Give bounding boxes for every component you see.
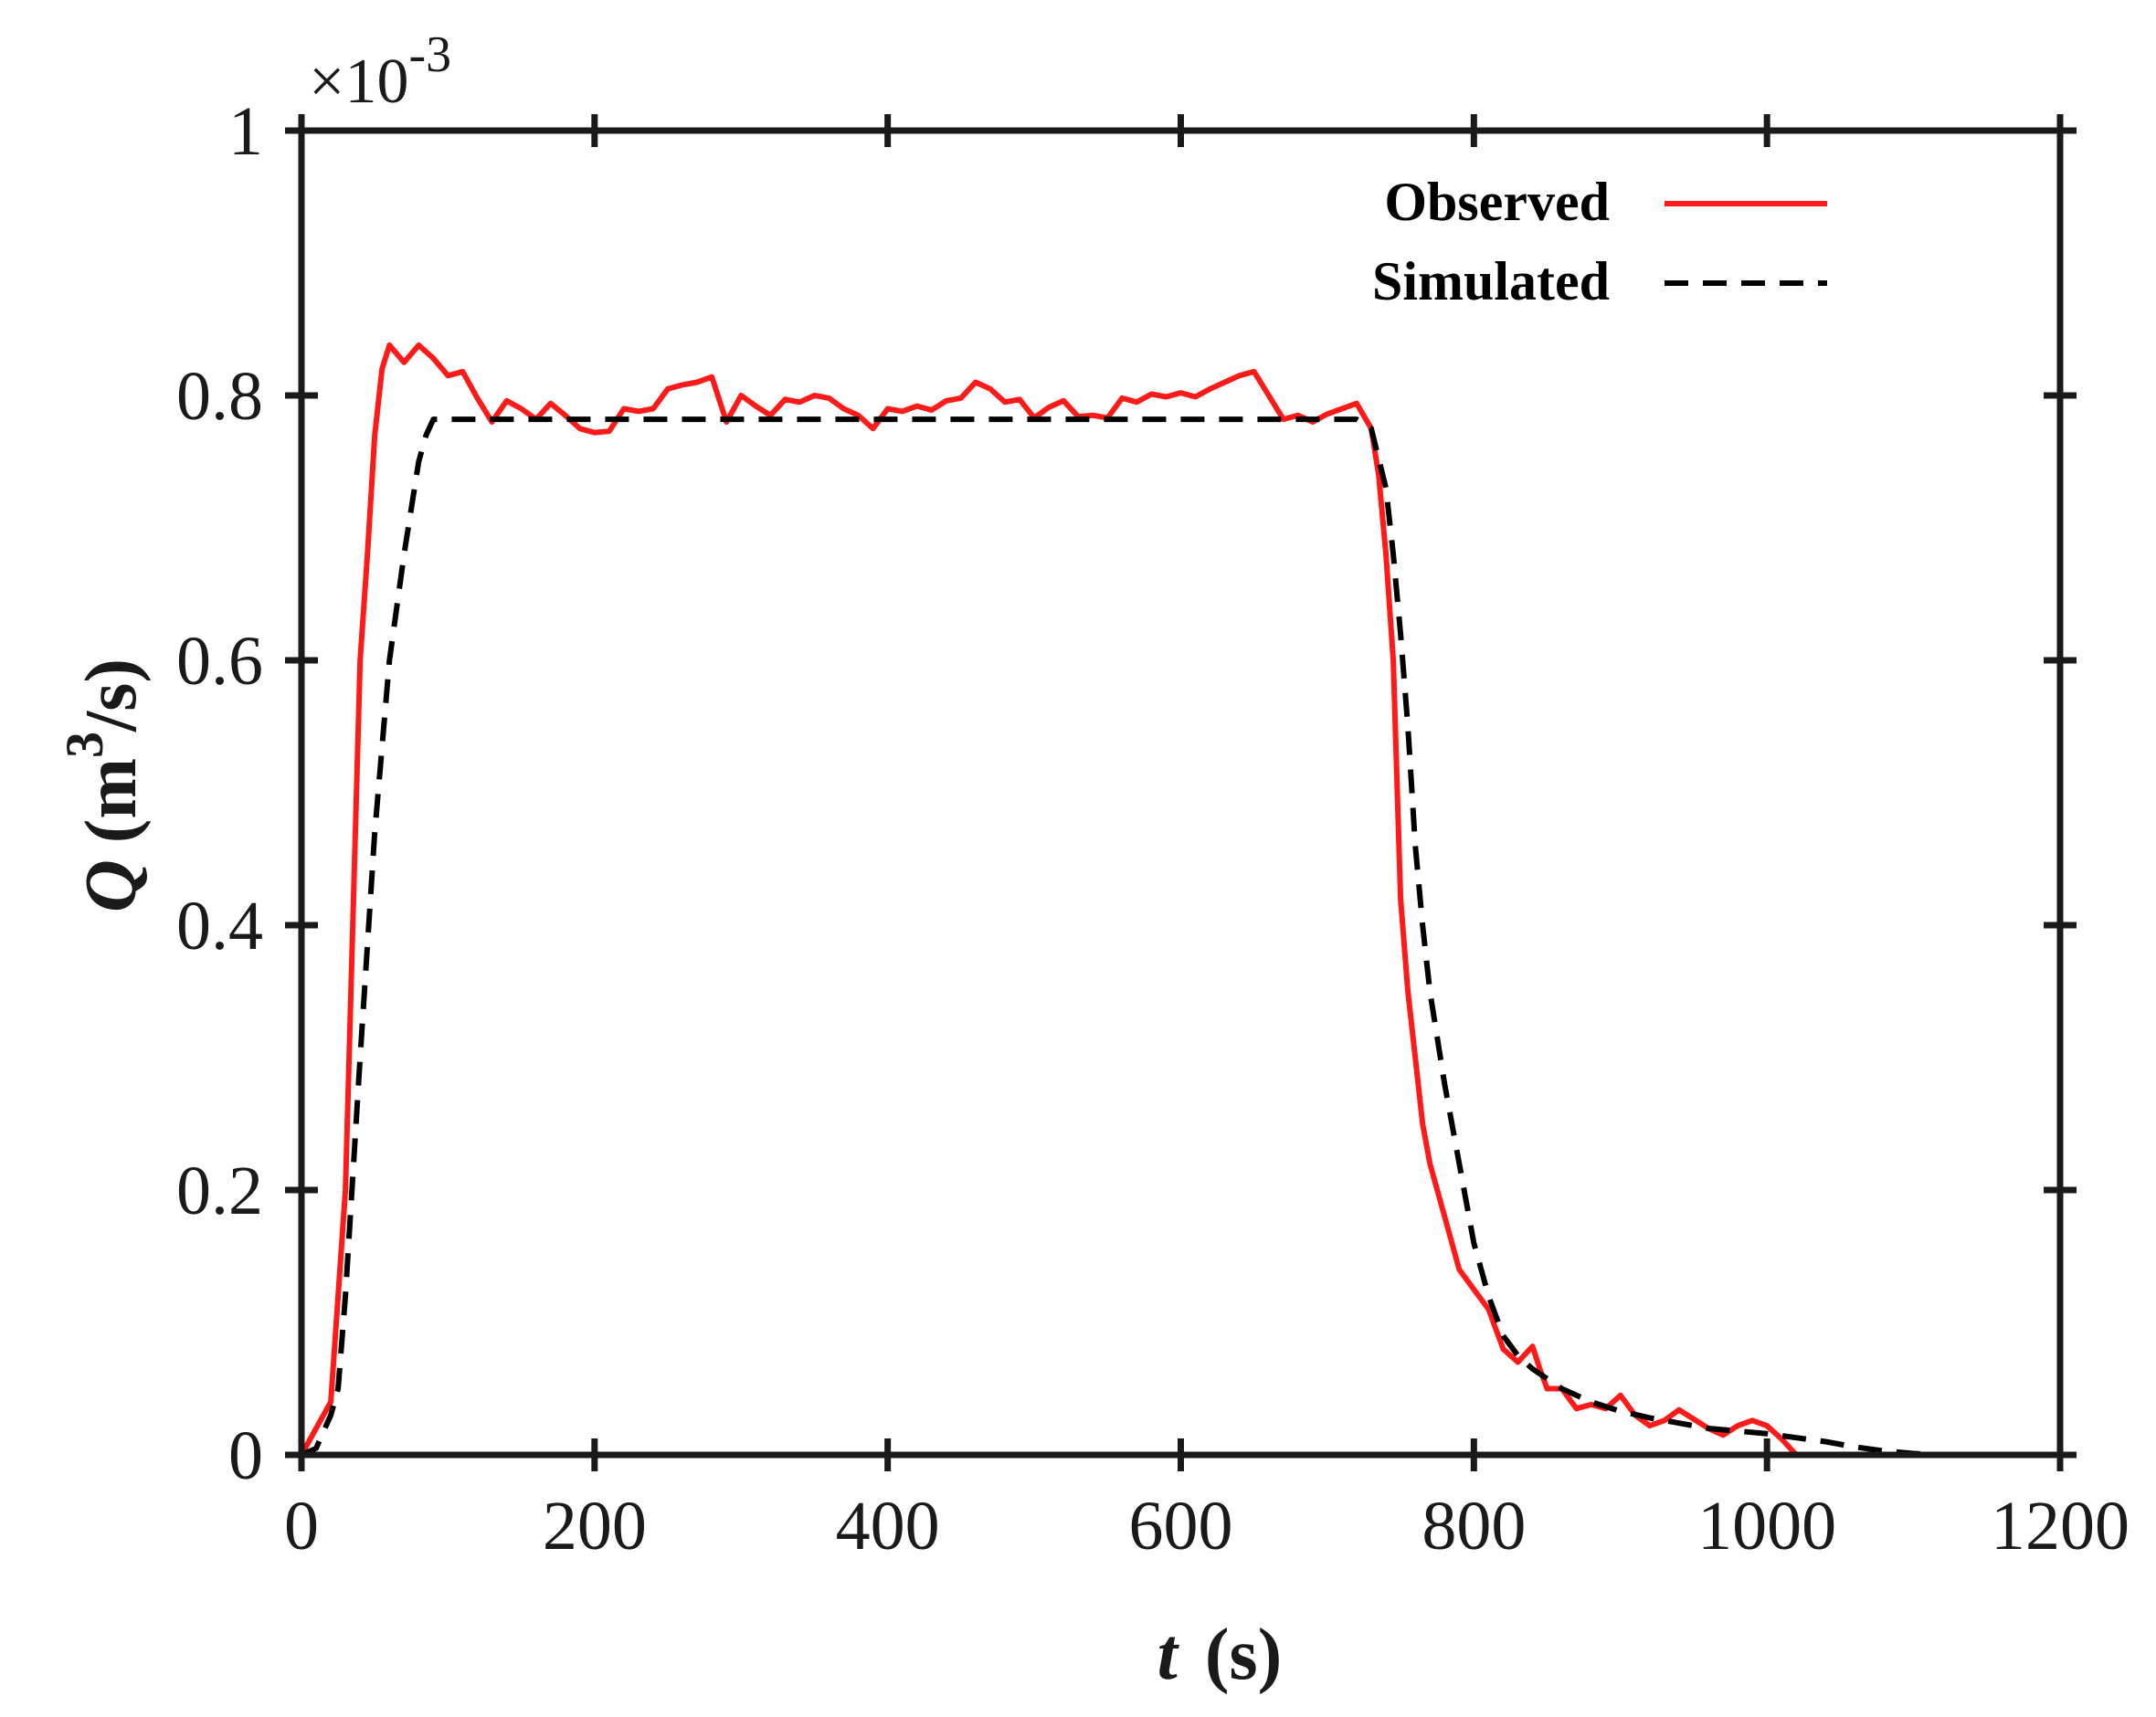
- x-tick-label: 1000: [1697, 1488, 1836, 1564]
- x-tick-label: 800: [1421, 1488, 1526, 1564]
- y-tick-label: 1: [228, 93, 263, 170]
- series-line-observed: [301, 342, 1799, 1455]
- series-line-simulated: [301, 416, 2031, 1455]
- y-tick-label: 0.2: [176, 1153, 263, 1229]
- x-tick-label: 1200: [1991, 1488, 2130, 1564]
- legend-label-simulated: Simulated: [1372, 251, 1610, 311]
- y-tick-label: 0.8: [176, 358, 263, 435]
- y-tick-label: 0.6: [176, 623, 263, 700]
- x-tick-label: 600: [1129, 1488, 1233, 1564]
- plot-frame: [298, 127, 2064, 1459]
- y-axis-title: Q(m3/s): [55, 658, 152, 912]
- y-multiplier: ×10-3: [309, 26, 451, 117]
- legend: Observed Simulated: [1372, 172, 1827, 311]
- labels-layer: 0 200 400 600 800 1000 1200 0 0.2 0.4 0.6 0.8 1 ×10-3…: [55, 26, 2130, 1695]
- x-tick-label: 0: [284, 1488, 319, 1564]
- axes-layer: [285, 114, 2077, 1471]
- legend-label-observed: Observed: [1384, 172, 1610, 232]
- y-tick-label: 0: [228, 1417, 263, 1494]
- x-tick-label: 200: [543, 1488, 647, 1564]
- x-axis-title: t (s): [1157, 1615, 1283, 1695]
- x-tick-label: 400: [836, 1488, 940, 1564]
- y-tick-label: 0.4: [176, 888, 263, 964]
- series-layer: [301, 342, 2031, 1455]
